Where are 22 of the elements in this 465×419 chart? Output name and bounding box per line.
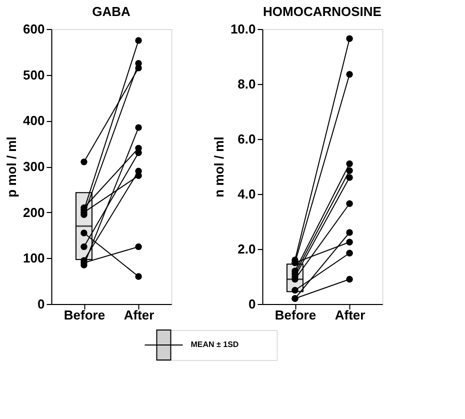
chart-title: HOMOCARNOSINE (263, 4, 382, 19)
y-tick-label: 10.0 (230, 22, 256, 36)
y-axis-title: n mol / ml (211, 136, 226, 198)
y-tick-label: 400 (23, 113, 45, 128)
x-tick-label: After (334, 308, 366, 322)
y-tick-label: 4.0 (238, 186, 256, 202)
chart-title: GABA (92, 4, 131, 19)
x-tick-label: Before (64, 308, 106, 322)
y-tick-label: 300 (23, 159, 45, 174)
y-tick-label: 0 (38, 296, 45, 312)
y-tick-label: 0 (248, 296, 256, 312)
y-tick-label: 100 (23, 250, 45, 266)
y-tick-label: 500 (23, 67, 45, 82)
x-tick-label: After (124, 308, 154, 322)
x-tick-label: Before (274, 308, 316, 322)
y-tick-label: 200 (23, 204, 45, 220)
y-tick-label: 600 (23, 22, 45, 36)
y-axis-title: p mol / ml (4, 136, 20, 198)
legend-label: MEAN ± 1SD (190, 340, 239, 349)
y-tick-label: 8.0 (238, 76, 256, 92)
y-tick-label: 2.0 (238, 242, 256, 256)
y-tick-label: 6.0 (238, 132, 256, 146)
